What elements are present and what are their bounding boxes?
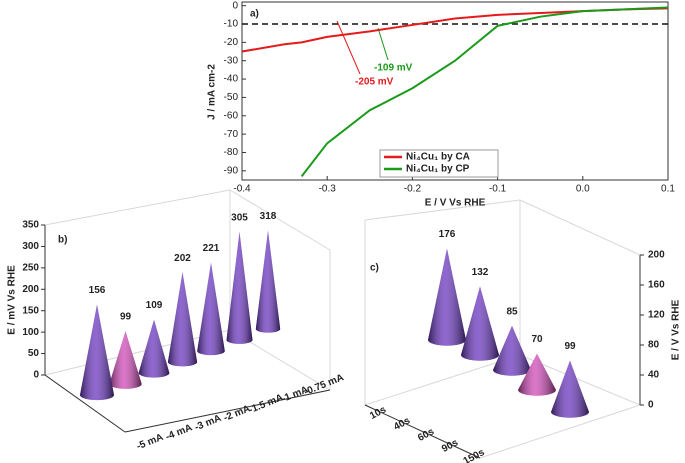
x-tick-label: -0.2 [404, 184, 422, 195]
legend-label: Ni₄Cu₁ by CP [406, 164, 470, 175]
cone-shade [551, 360, 589, 418]
cone [138, 319, 170, 378]
legend-label: Ni₄Cu₁ by CA [406, 152, 470, 163]
y-tick-label: -70 [224, 129, 239, 140]
category-label: 90s [440, 437, 460, 455]
y-tick-label: -60 [224, 110, 239, 121]
cone [109, 331, 142, 389]
z-tick-label: 250 [22, 262, 39, 273]
cone-shade [138, 319, 170, 378]
plot-frame [241, 1, 669, 181]
annotation-arrow [377, 27, 389, 61]
z-tick-label: 350 [22, 220, 39, 231]
cone [428, 248, 466, 346]
z-axis-label: E / mV Vs RHE [7, 265, 18, 335]
x-tick-label: -0.4 [233, 184, 251, 195]
y-tick-label: -20 [224, 37, 239, 48]
cone-shade [255, 230, 281, 333]
category-label: -3 mA [193, 413, 223, 434]
cone [493, 325, 531, 376]
x-axis-label: E / V Vs RHE [425, 198, 486, 209]
data-label: 99 [564, 341, 576, 352]
category-label: 40s [392, 415, 412, 433]
cone [461, 286, 499, 361]
x-axis [124, 389, 331, 433]
panel-title: b) [58, 235, 67, 246]
z-tick-label: 120 [648, 310, 665, 321]
y-tick-label: -10 [224, 19, 239, 30]
data-label: 109 [146, 300, 163, 311]
z-tick-label: 50 [28, 348, 40, 359]
category-label: -1.5 mA [247, 392, 285, 416]
y-tick-label: -50 [224, 92, 239, 103]
annotation: -205 mV [355, 77, 394, 88]
cone-shade [493, 325, 531, 376]
data-label: 318 [260, 211, 277, 222]
cone [551, 360, 589, 418]
category-label: -4 mA [164, 422, 194, 443]
z-tick-label: 150 [22, 305, 39, 316]
cone [226, 231, 253, 344]
data-label: 305 [231, 212, 248, 223]
x-tick-label: -0.3 [319, 184, 337, 195]
line-series [241, 7, 669, 53]
cone-shade [80, 304, 114, 401]
y-axis-label: J / mA cm-2 [207, 64, 218, 120]
data-label: 70 [531, 334, 543, 345]
data-label: 99 [120, 312, 132, 323]
category-label: -5 mA [135, 432, 165, 453]
cone [197, 262, 225, 356]
data-label: 221 [203, 243, 220, 254]
annotation-arrow [336, 20, 361, 75]
cone-shade [428, 248, 466, 346]
x-axis [364, 404, 481, 459]
annotation: -109 mV [374, 63, 413, 74]
cone-shade [167, 272, 198, 367]
x-tick-label: 0.1 [661, 184, 675, 195]
z-tick-label: 0 [33, 370, 39, 381]
category-label: 10s [368, 404, 388, 422]
cone-shade [109, 331, 142, 389]
data-label: 132 [472, 267, 489, 278]
panel-title: c) [370, 263, 379, 274]
z-tick-label: 40 [648, 370, 660, 381]
z-tick-label: 0 [648, 400, 654, 411]
y-tick-label: -90 [224, 165, 239, 176]
cone-shade [518, 353, 556, 396]
y-axis [44, 374, 126, 433]
data-label: 202 [174, 253, 191, 264]
cone [255, 230, 281, 333]
z-tick-label: 160 [648, 280, 665, 291]
cone-shade [197, 262, 225, 356]
cone [518, 353, 556, 396]
z-tick-label: 300 [22, 241, 39, 252]
category-label: 60s [416, 426, 436, 444]
x-tick-label: 0.0 [576, 184, 590, 195]
data-label: 85 [506, 306, 518, 317]
y-tick-label: -40 [224, 74, 239, 85]
cone-shade [226, 231, 253, 344]
category-label: -0.75 mA [303, 372, 346, 398]
cone [167, 272, 198, 367]
line-series [300, 6, 669, 177]
z-tick-label: 200 [22, 284, 39, 295]
cone [80, 304, 114, 401]
y-tick-label: -30 [224, 55, 239, 66]
z-tick-label: 200 [648, 250, 665, 261]
z-axis-label: E / V Vs RHE [671, 299, 682, 360]
panel-title: a) [250, 9, 259, 20]
y-tick-label: -80 [224, 147, 239, 158]
cone-shade [461, 286, 499, 361]
legend-box [379, 149, 499, 178]
z-tick-label: 80 [648, 340, 660, 351]
y-tick-label: 0 [232, 0, 238, 11]
z-tick-label: 100 [22, 327, 39, 338]
category-label: 150s [462, 447, 487, 463]
x-tick-label: -0.1 [489, 184, 507, 195]
data-label: 156 [89, 285, 106, 296]
data-label: 176 [439, 229, 456, 240]
